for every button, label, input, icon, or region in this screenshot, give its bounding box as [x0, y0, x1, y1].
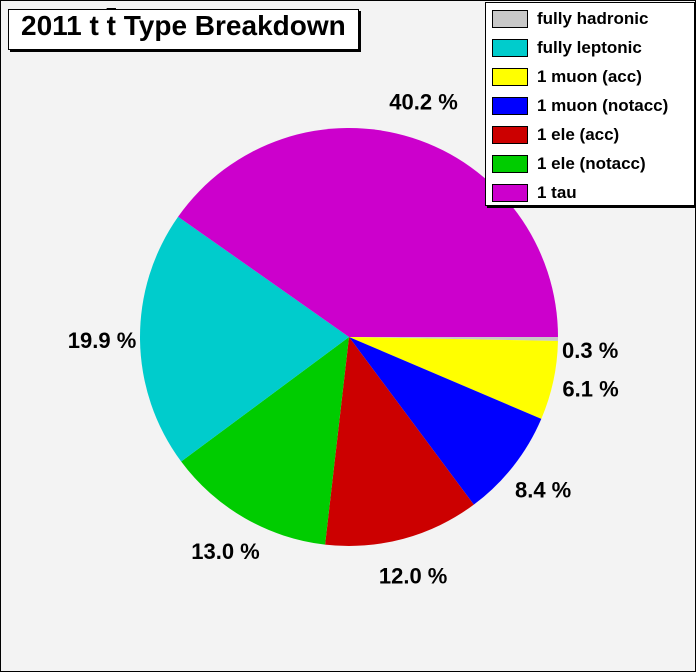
legend-entry-fully-leptonic: fully leptonic — [492, 37, 642, 59]
legend-label: 1 ele (notacc) — [537, 154, 646, 173]
legend-swatch — [492, 97, 528, 115]
title-tbar: t — [106, 10, 116, 41]
legend-entry-1-muon-acc: 1 muon (acc) — [492, 66, 642, 88]
pie-slice-1-tau — [178, 128, 558, 337]
legend-swatch — [492, 155, 528, 173]
legend-label: 1 tau — [537, 183, 577, 202]
pie-slice-fully-hadronic — [349, 337, 558, 341]
pie-label-1-muon-acc: 6.1 % — [562, 377, 618, 402]
legend-swatch — [492, 184, 528, 202]
pie-label-1-ele-acc: 12.0 % — [379, 564, 448, 589]
legend-label: 1 ele (acc) — [537, 125, 620, 144]
legend-entry-1-ele-acc: 1 ele (acc) — [492, 124, 619, 146]
legend-label: 1 muon (notacc) — [537, 96, 669, 115]
pie-label-1-muon-notacc: 8.4 % — [515, 478, 571, 503]
legend-swatch — [492, 126, 528, 144]
pie-slice-1-ele-notacc — [181, 337, 349, 545]
title-suffix: Type Breakdown — [115, 10, 346, 41]
legend-swatch — [492, 10, 528, 28]
pie-label-1-tau: 40.2 % — [389, 90, 458, 115]
legend-swatch — [492, 39, 528, 57]
legend-entry-fully-hadronic: fully hadronic — [492, 8, 648, 30]
pie-label-1-ele-notacc: 13.0 % — [191, 539, 260, 564]
legend-entry-1-ele-notacc: 1 ele (notacc) — [492, 153, 646, 175]
legend-entry-1-tau: 1 tau — [492, 182, 577, 204]
legend-entry-1-muon-notacc: 1 muon (notacc) — [492, 95, 668, 117]
pie-slice-1-ele-acc — [325, 337, 474, 546]
legend-label: fully leptonic — [537, 38, 642, 57]
pie-slice-1-muon-acc — [349, 337, 558, 419]
pie-label-fully-leptonic: 19.9 % — [68, 328, 137, 353]
legend-label: 1 muon (acc) — [537, 67, 642, 86]
legend: fully hadronic fully leptonic 1 muon (acc)… — [485, 2, 695, 206]
legend-label: fully hadronic — [537, 9, 649, 28]
legend-swatch — [492, 68, 528, 86]
pie-label-fully-hadronic: 0.3 % — [562, 338, 618, 363]
chart-title: 2011 t t Type Breakdown — [8, 9, 359, 50]
pie-slice-fully-leptonic — [140, 216, 349, 462]
title-prefix: 2011 t — [21, 10, 107, 41]
pie-slice-1-muon-notacc — [349, 337, 542, 505]
